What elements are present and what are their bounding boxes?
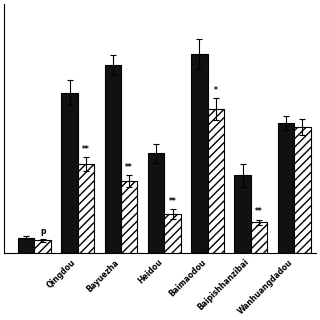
Text: **: **: [82, 145, 90, 154]
Bar: [164, 214, 181, 253]
Bar: [251, 222, 267, 253]
Bar: [208, 109, 224, 253]
Text: **: **: [255, 207, 263, 216]
Bar: [235, 175, 251, 253]
Text: **: **: [169, 197, 176, 206]
Bar: [148, 153, 164, 253]
Bar: [105, 65, 121, 253]
Text: **: **: [125, 163, 133, 172]
Bar: [61, 92, 78, 253]
Bar: [121, 181, 138, 253]
Bar: [35, 240, 51, 253]
Bar: [18, 238, 35, 253]
Bar: [78, 164, 94, 253]
Bar: [191, 54, 208, 253]
Text: *: *: [214, 86, 218, 95]
Bar: [294, 127, 311, 253]
Bar: [278, 123, 294, 253]
Text: p: p: [40, 227, 45, 236]
